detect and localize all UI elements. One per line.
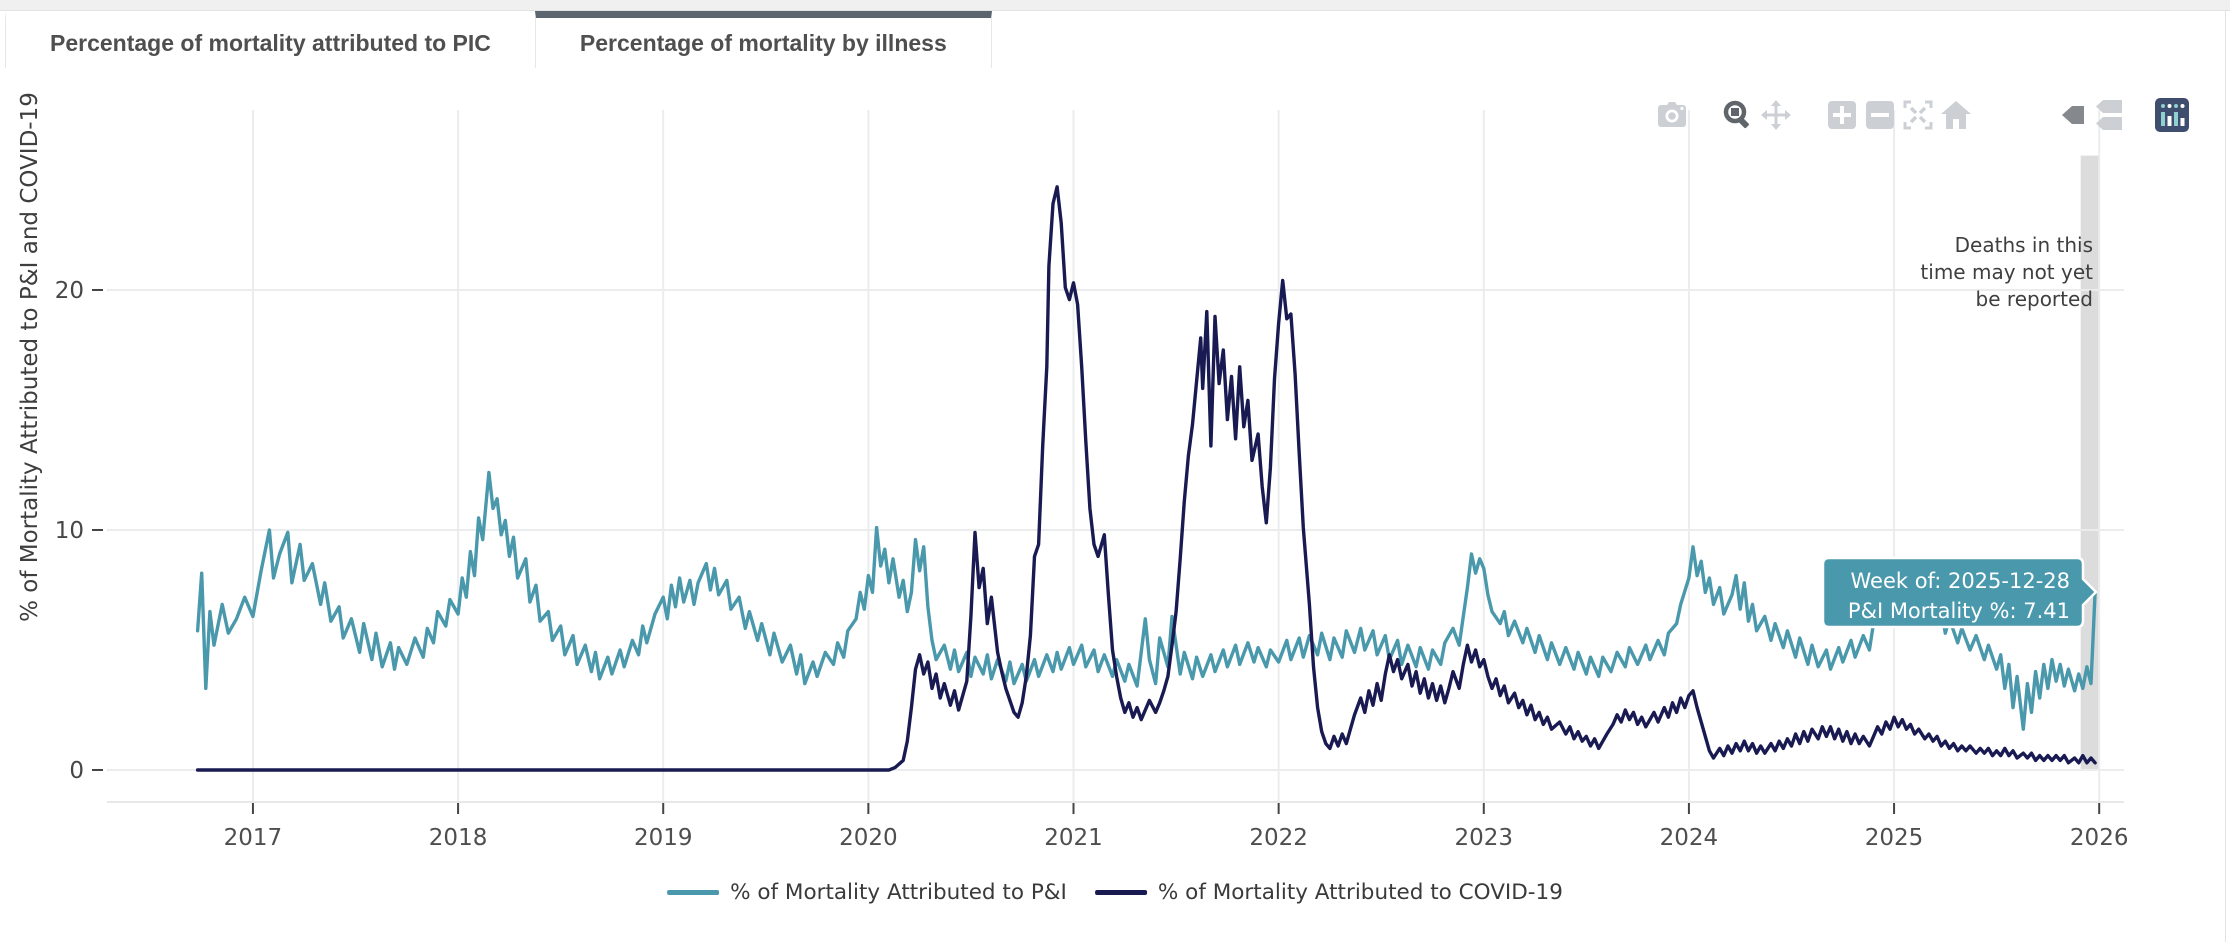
zoom-out-icon[interactable]	[1863, 98, 1897, 132]
tab-label: Percentage of mortality by illness	[579, 29, 947, 56]
x-tick-label: 2021	[1044, 825, 1103, 851]
y-tick-label: 20	[55, 278, 84, 304]
legend: % of Mortality Attributed to P&I % of Mor…	[667, 880, 1563, 905]
hover-compare-icon[interactable]	[2089, 98, 2123, 132]
modebar	[1655, 98, 2189, 132]
legend-item-pni[interactable]: % of Mortality Attributed to P&I	[667, 880, 1067, 905]
top-strip	[0, 0, 2230, 11]
y-tick-label: 0	[69, 758, 84, 784]
x-tick-label: 2025	[1865, 825, 1924, 851]
hover-closest-icon[interactable]	[2051, 98, 2085, 132]
x-tick-label: 2017	[224, 825, 283, 851]
tooltip-bubble	[1821, 556, 2098, 629]
autoscale-icon[interactable]	[1901, 98, 1935, 132]
legend-swatch	[667, 890, 720, 895]
legend-label: % of Mortality Attributed to COVID-19	[1157, 880, 1563, 905]
zoom-icon[interactable]	[1721, 98, 1755, 132]
tab-label: Percentage of mortality attributed to PI…	[50, 29, 491, 56]
x-tick-label: 2024	[1660, 825, 1719, 851]
covid-line[interactable]	[195, 185, 2097, 772]
tab-mortality-by-illness[interactable]: Percentage of mortality by illness	[534, 11, 992, 68]
tooltip-week-line: Week of: 2025-12-28	[1851, 569, 2071, 593]
legend-swatch	[1094, 890, 1147, 895]
plot-area[interactable]	[107, 110, 2124, 803]
legend-item-covid[interactable]: % of Mortality Attributed to COVID-19	[1094, 880, 1563, 905]
x-tick-label: 2020	[839, 825, 898, 851]
zoom-in-icon[interactable]	[1825, 98, 1859, 132]
x-tick-label: 2023	[1455, 825, 1514, 851]
y-tick-label: 10	[55, 518, 84, 544]
legend-label: % of Mortality Attributed to P&I	[730, 880, 1067, 905]
reset-axes-home-icon[interactable]	[1939, 98, 1973, 132]
panel-right-border	[2225, 11, 2226, 942]
tooltip-value-line: P&I Mortality %: 7.41	[1848, 599, 2070, 623]
pni-line[interactable]	[195, 470, 2097, 731]
download-camera-icon[interactable]	[1655, 98, 1689, 132]
tab-mortality-attributed-to-pic[interactable]: Percentage of mortality attributed to PI…	[5, 11, 535, 68]
hover-tooltip: Week of: 2025-12-28 P&I Mortality %: 7.4…	[1821, 556, 2098, 629]
tab-bar: Percentage of mortality attributed to PI…	[5, 11, 992, 68]
x-tick-label: 2018	[429, 825, 488, 851]
x-tick-label: 2019	[634, 825, 693, 851]
unreported-annotation: Deaths in this time may not yet be repor…	[1920, 233, 2093, 311]
plotly-logo-icon[interactable]	[2155, 98, 2189, 132]
x-tick-label: 2022	[1249, 825, 1308, 851]
y-axis-title: % of Mortality Attributed to P&I and COV…	[17, 92, 43, 622]
x-tick-label: 2026	[2070, 825, 2129, 851]
pan-icon[interactable]	[1759, 98, 1793, 132]
